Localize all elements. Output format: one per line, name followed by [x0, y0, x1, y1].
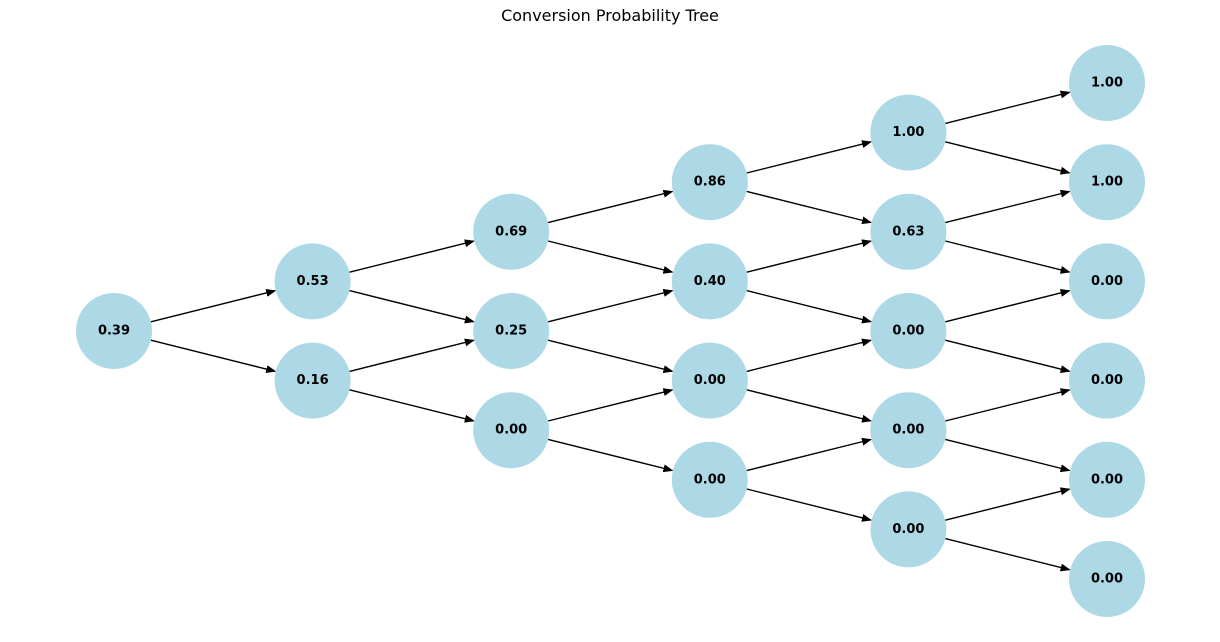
tree-node-4-3: 0.00: [870, 392, 947, 469]
edge-3-1-to-4-1: [746, 239, 872, 273]
node-circle: [671, 342, 748, 419]
edge-3-2-to-4-3: [746, 389, 872, 423]
node-circle: [473, 193, 550, 270]
node-circle: [671, 441, 748, 518]
edge-4-0-to-5-1: [945, 141, 1071, 175]
node-circle: [274, 342, 351, 419]
tree-node-3-1: 0.40: [671, 243, 748, 320]
node-value-label: 0.00: [892, 423, 924, 438]
tree-node-5-2: 0.00: [1069, 243, 1145, 320]
diagram-title: Conversion Probability Tree: [501, 6, 719, 25]
tree-node-5-4: 0.00: [1069, 441, 1145, 518]
node-value-label: 0.39: [98, 324, 130, 339]
node-value-label: 0.25: [495, 324, 527, 339]
edge-3-0-to-4-1: [746, 190, 872, 225]
edge-4-0-to-5-0: [945, 90, 1071, 125]
edge-1-0-to-2-0: [349, 239, 475, 273]
edge-3-0-to-4-0: [746, 140, 872, 174]
nodes-group: 0.39 0.53 0.16 0.69 0.25 0.00 0.86 0.40 0.00 0.00…: [76, 45, 1145, 617]
node-circle: [473, 392, 550, 469]
edge-4-1-to-5-2: [945, 240, 1071, 274]
edge-3-3-to-4-3: [746, 437, 872, 472]
node-value-label: 0.00: [1091, 274, 1123, 289]
tree-node-4-1: 0.63: [870, 193, 947, 270]
node-value-label: 0.00: [1091, 472, 1123, 487]
edge-2-0-to-3-0: [547, 189, 674, 224]
node-circle: [870, 392, 947, 469]
edge-4-2-to-5-3: [945, 339, 1071, 373]
node-value-label: 1.00: [892, 125, 924, 140]
edge-4-3-to-5-3: [945, 388, 1071, 422]
tree-node-4-2: 0.00: [870, 293, 947, 369]
edge-4-4-to-5-5: [945, 537, 1071, 572]
tree-node-5-0: 1.00: [1069, 45, 1145, 121]
node-circle: [1069, 441, 1145, 518]
node-value-label: 0.00: [694, 373, 726, 388]
tree-node-1-0: 0.53: [274, 243, 351, 320]
edge-2-0-to-3-1: [547, 240, 674, 274]
tree-node-4-0: 1.00: [870, 94, 947, 171]
edge-3-3-to-4-4: [746, 488, 872, 522]
edge-0-0-to-1-1: [150, 339, 277, 373]
tree-node-3-3: 0.00: [671, 441, 748, 518]
node-circle: [1069, 45, 1145, 121]
node-value-label: 0.53: [297, 274, 329, 289]
node-circle: [671, 144, 748, 221]
edge-2-1-to-3-2: [547, 339, 674, 373]
node-circle: [274, 243, 351, 320]
edge-0-0-to-1-0: [150, 289, 277, 323]
edge-4-1-to-5-1: [945, 189, 1071, 224]
node-value-label: 0.40: [694, 274, 726, 289]
node-value-label: 1.00: [1091, 76, 1123, 91]
tree-node-1-1: 0.16: [274, 342, 351, 419]
tree-node-5-1: 1.00: [1069, 144, 1145, 221]
node-circle: [870, 293, 947, 369]
node-value-label: 0.86: [694, 175, 726, 190]
node-value-label: 0.63: [892, 224, 924, 239]
edge-3-2-to-4-2: [746, 338, 872, 373]
tree-node-2-1: 0.25: [473, 293, 550, 369]
tree-node-0-0: 0.39: [76, 293, 152, 369]
edge-4-3-to-5-4: [945, 438, 1071, 473]
node-value-label: 0.00: [495, 423, 527, 438]
node-circle: [1069, 342, 1145, 419]
node-circle: [1069, 541, 1145, 617]
tree-node-2-2: 0.00: [473, 392, 550, 469]
edge-2-2-to-3-2: [547, 388, 674, 422]
node-circle: [1069, 243, 1145, 320]
node-circle: [671, 243, 748, 320]
edge-4-4-to-5-4: [945, 487, 1071, 521]
node-circle: [1069, 144, 1145, 221]
node-value-label: 0.00: [1091, 373, 1123, 388]
edge-1-0-to-2-1: [349, 289, 475, 324]
edge-4-2-to-5-2: [945, 289, 1071, 323]
tree-node-4-4: 0.00: [870, 491, 947, 568]
edge-2-1-to-3-1: [547, 289, 674, 323]
node-value-label: 0.00: [694, 472, 726, 487]
node-value-label: 0.69: [495, 224, 527, 239]
edges-group: [150, 90, 1071, 572]
node-circle: [870, 193, 947, 270]
node-value-label: 0.16: [297, 373, 329, 388]
node-value-label: 0.00: [892, 324, 924, 339]
node-circle: [76, 293, 152, 369]
edge-1-1-to-2-2: [349, 389, 475, 423]
node-value-label: 0.00: [1091, 572, 1123, 587]
tree-node-3-2: 0.00: [671, 342, 748, 419]
tree-node-5-3: 0.00: [1069, 342, 1145, 419]
node-circle: [870, 94, 947, 171]
node-circle: [473, 293, 550, 369]
edge-2-2-to-3-3: [547, 438, 674, 473]
edge-1-1-to-2-1: [349, 338, 475, 373]
edge-3-1-to-4-2: [746, 289, 872, 324]
node-value-label: 0.00: [892, 522, 924, 537]
node-value-label: 1.00: [1091, 175, 1123, 190]
tree-node-5-5: 0.00: [1069, 541, 1145, 617]
tree-node-2-0: 0.69: [473, 193, 550, 270]
tree-node-3-0: 0.86: [671, 144, 748, 221]
node-circle: [870, 491, 947, 568]
